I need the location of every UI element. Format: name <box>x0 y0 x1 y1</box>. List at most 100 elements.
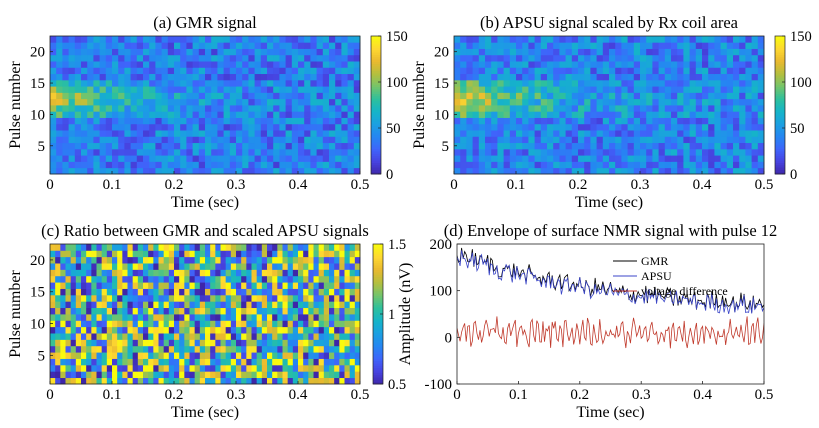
heatmap-cell <box>354 263 361 270</box>
heatmap-cell <box>167 86 175 93</box>
heatmap-cell <box>50 86 57 93</box>
heatmap-cell <box>602 73 610 81</box>
heatmap-cell <box>292 294 299 302</box>
heatmap-cell <box>339 307 345 315</box>
heatmap-cell <box>143 79 150 87</box>
heatmap-cell <box>497 136 504 144</box>
heatmap-cell <box>578 167 585 175</box>
heatmap-cell <box>254 86 262 93</box>
heatmap-cell <box>282 377 289 385</box>
heatmap-cell <box>671 167 678 175</box>
heatmap-cell <box>466 67 473 75</box>
heatmap-cell <box>720 92 728 100</box>
heatmap-cell <box>220 301 227 309</box>
heatmap-cell <box>285 148 293 156</box>
heatmap-cell <box>516 167 523 175</box>
heatmap-cell <box>287 371 294 379</box>
colorbar-step <box>775 162 785 166</box>
heatmap-cell <box>565 92 573 100</box>
heatmap-cell <box>739 98 746 106</box>
heatmap-cell <box>466 98 473 106</box>
heatmap-cell <box>503 86 511 93</box>
heatmap-cell <box>112 244 118 251</box>
colorbar-step <box>373 311 383 315</box>
heatmap-cell <box>559 117 566 125</box>
heatmap-cell <box>353 155 361 162</box>
heatmap-cell <box>132 263 139 270</box>
heatmap-cell <box>205 377 211 385</box>
heatmap-cell <box>251 358 258 366</box>
heatmap-cell <box>210 345 216 353</box>
colorbar-frame <box>370 35 382 175</box>
heatmap-cell <box>192 48 200 56</box>
heatmap-cell <box>168 307 175 315</box>
heatmap-cell <box>81 148 88 156</box>
heatmap-cell <box>503 117 511 125</box>
heatmap-cell <box>516 98 523 106</box>
heatmap-cell <box>460 105 467 112</box>
heatmap-cell <box>210 301 216 309</box>
heatmap-cell <box>547 130 554 137</box>
heatmap-cell <box>242 111 249 118</box>
heatmap-cell <box>132 307 139 315</box>
heatmap-cell <box>503 161 511 169</box>
heatmap-cell <box>472 161 480 169</box>
heatmap-cell <box>341 86 348 93</box>
heatmap-cell <box>335 136 342 144</box>
heatmap-cell <box>652 105 659 112</box>
heatmap-cell <box>124 155 131 162</box>
colorbar-step <box>775 157 785 161</box>
heatmap-cell <box>702 130 709 137</box>
colorbar-step <box>775 128 785 131</box>
heatmap-cell <box>132 314 139 321</box>
heatmap-cell <box>454 148 461 156</box>
heatmap-cell <box>122 250 128 258</box>
heatmap-cell <box>220 269 227 277</box>
heatmap-cell <box>303 377 309 385</box>
heatmap-cell <box>256 352 263 359</box>
heatmap-cell <box>323 345 330 353</box>
heatmap-cell <box>174 61 181 68</box>
heatmap-cell <box>310 148 317 156</box>
heatmap-cell <box>229 48 237 56</box>
colorbar-step <box>373 260 383 264</box>
heatmap-cell <box>256 301 263 309</box>
heatmap-cell <box>349 371 356 379</box>
colorbar-step <box>371 111 381 115</box>
heatmap-cell <box>118 130 125 137</box>
heatmap-cell <box>74 79 82 87</box>
heatmap-cell <box>720 42 728 49</box>
heatmap-cell <box>313 256 320 264</box>
heatmap-cell <box>285 92 293 100</box>
heatmap-cell <box>503 98 511 106</box>
heatmap-cell <box>229 61 237 68</box>
heatmap-cell <box>584 130 591 137</box>
heatmap-cell <box>163 282 170 289</box>
heatmap-cell <box>62 92 69 100</box>
heatmap-cell <box>658 123 666 131</box>
heatmap-cell <box>62 105 69 112</box>
heatmap-cell <box>70 320 77 328</box>
heatmap-cell <box>105 61 113 68</box>
y-tick-label: 200 <box>430 237 453 253</box>
heatmap-cell <box>745 48 752 56</box>
colorbar-step <box>371 105 381 108</box>
heatmap-cell <box>60 250 66 258</box>
heatmap-cell <box>260 86 268 93</box>
heatmap-cell <box>205 161 212 169</box>
heatmap-cell <box>112 61 119 68</box>
heatmap-cell <box>282 371 289 379</box>
colorbar-step <box>373 290 383 294</box>
heatmap-cell <box>353 136 361 144</box>
heatmap-cell <box>153 301 159 309</box>
heatmap-cell <box>137 275 144 283</box>
heatmap-cell <box>279 136 286 144</box>
heatmap-cell <box>179 320 185 328</box>
heatmap-cell <box>112 269 118 277</box>
heatmap-cell <box>652 61 659 68</box>
heatmap-cell <box>584 86 591 93</box>
heatmap-cell <box>260 79 268 87</box>
heatmap-cell <box>491 148 498 156</box>
heatmap-cell <box>215 250 221 258</box>
heatmap-cell <box>256 371 263 379</box>
